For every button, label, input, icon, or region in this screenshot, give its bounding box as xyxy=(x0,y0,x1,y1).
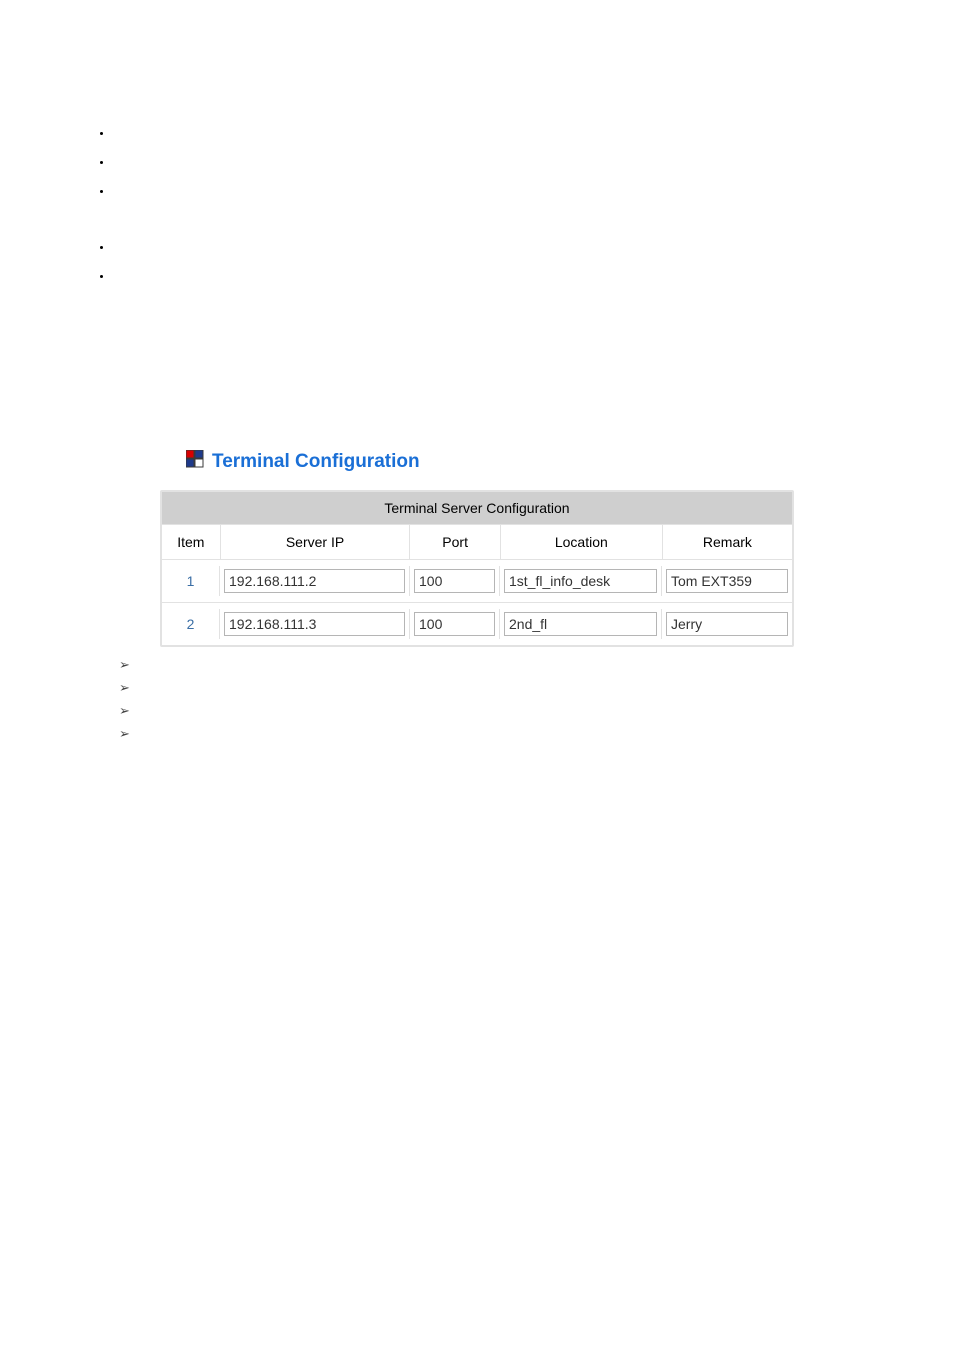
col-header-remark: Remark xyxy=(663,525,792,559)
bullet-item xyxy=(112,271,115,282)
bullet-item xyxy=(112,157,115,168)
bullet-item xyxy=(112,128,115,139)
col-header-location: Location xyxy=(501,525,663,559)
table-header-row: Item Server IP Port Location Remark xyxy=(162,525,792,560)
arrow-item: ➢ xyxy=(119,681,130,694)
location-input[interactable] xyxy=(504,569,657,593)
col-header-item: Item xyxy=(162,525,221,559)
cell-item: 1 xyxy=(162,566,220,596)
remark-input[interactable] xyxy=(666,569,788,593)
arrow-item: ➢ xyxy=(119,727,130,740)
col-header-server-ip: Server IP xyxy=(221,525,411,559)
empty-bullet-list-2 xyxy=(72,242,115,300)
location-input[interactable] xyxy=(504,612,657,636)
terminal-config-table: Terminal Server Configuration Item Serve… xyxy=(160,490,794,647)
port-input[interactable] xyxy=(414,569,495,593)
arrow-item: ➢ xyxy=(119,704,130,717)
terminal-config-icon xyxy=(186,450,204,473)
section-title: Terminal Configuration xyxy=(212,451,420,473)
table-caption: Terminal Server Configuration xyxy=(162,492,792,525)
table-row: 2 xyxy=(162,603,792,645)
arrow-item: ➢ xyxy=(119,658,130,671)
empty-bullet-list-1 xyxy=(72,128,115,215)
server-ip-input[interactable] xyxy=(224,612,405,636)
table-row: 1 xyxy=(162,560,792,603)
arrow-bullet-list: ➢ ➢ ➢ ➢ xyxy=(119,658,130,750)
bullet-item xyxy=(112,186,115,197)
port-input[interactable] xyxy=(414,612,495,636)
section-title-row: Terminal Configuration xyxy=(186,450,420,473)
col-header-port: Port xyxy=(410,525,500,559)
cell-item: 2 xyxy=(162,609,220,639)
server-ip-input[interactable] xyxy=(224,569,405,593)
bullet-item xyxy=(112,242,115,253)
remark-input[interactable] xyxy=(666,612,788,636)
